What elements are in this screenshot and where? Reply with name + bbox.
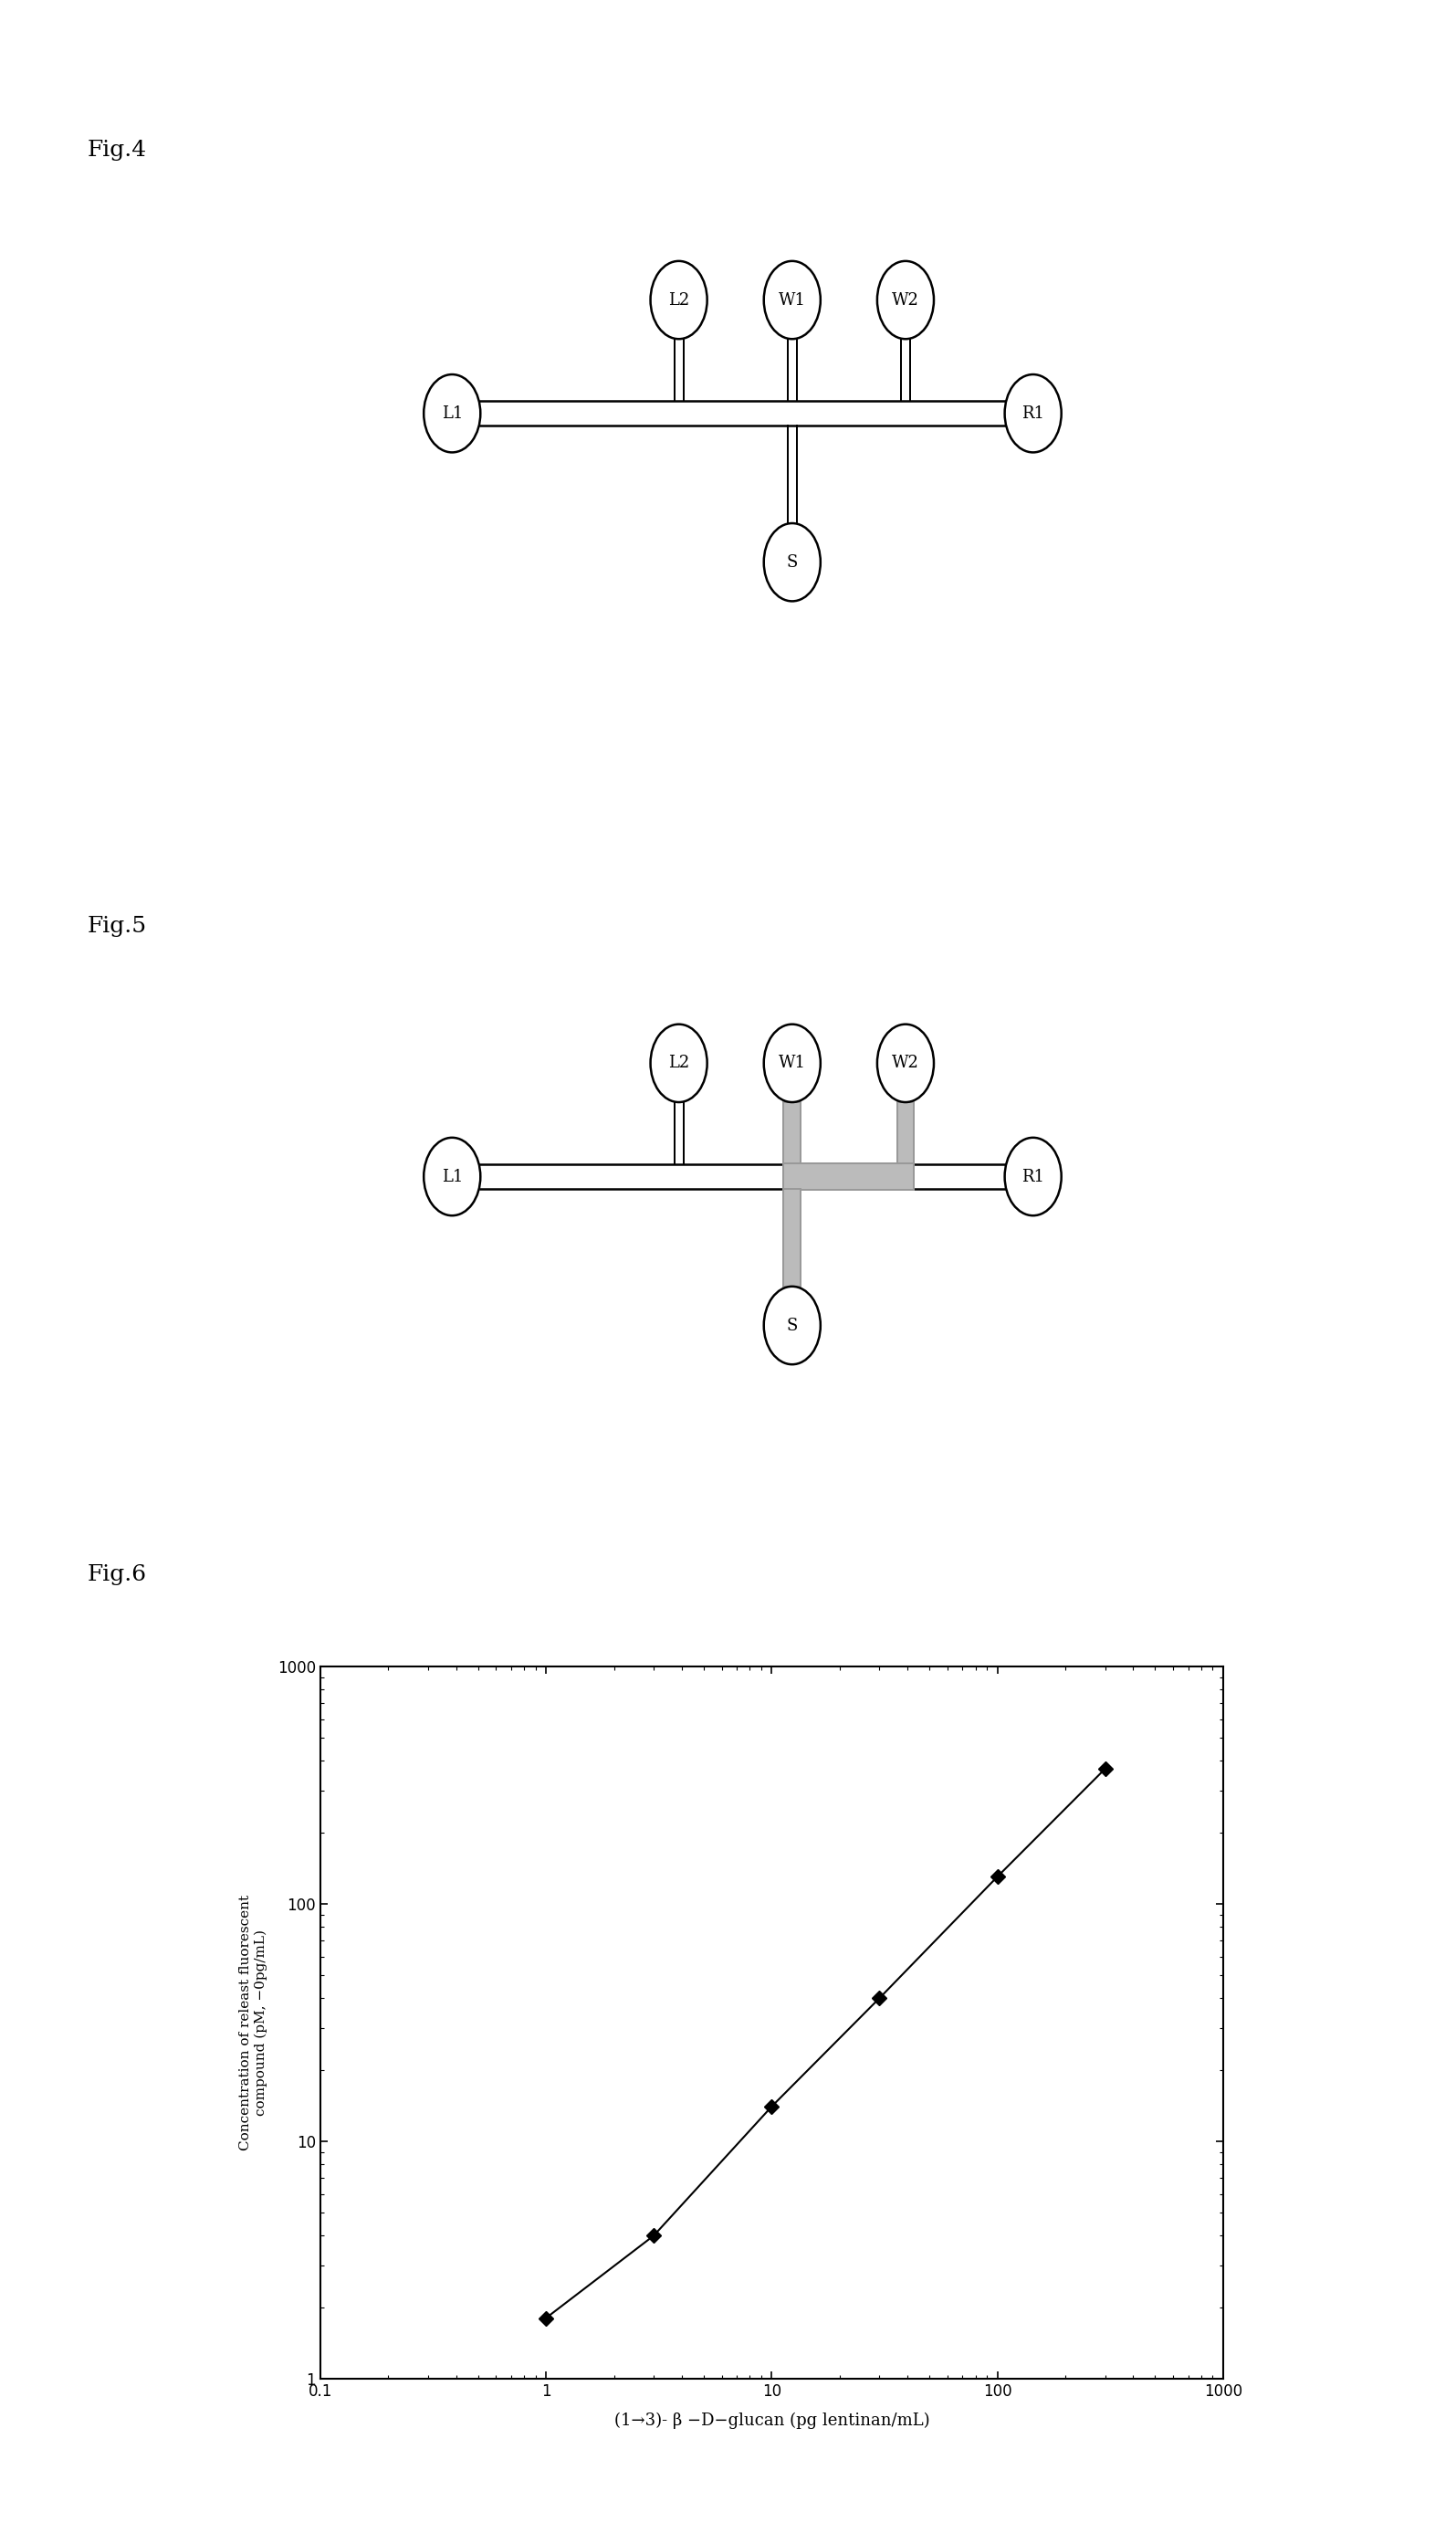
Ellipse shape bbox=[764, 1287, 821, 1364]
Text: Fig.6: Fig.6 bbox=[87, 1565, 147, 1585]
Y-axis label: Concentration of releast fluorescent
compound (pM, −0pg/mL): Concentration of releast fluorescent com… bbox=[239, 1895, 268, 2150]
Ellipse shape bbox=[764, 262, 821, 338]
Text: W2: W2 bbox=[893, 1056, 919, 1071]
Bar bbox=[897, 1102, 914, 1165]
Text: S: S bbox=[786, 555, 798, 570]
Ellipse shape bbox=[1005, 374, 1061, 453]
Text: Fig.5: Fig.5 bbox=[87, 916, 147, 936]
Text: S: S bbox=[786, 1318, 798, 1333]
Text: W1: W1 bbox=[779, 1056, 805, 1071]
Ellipse shape bbox=[651, 1025, 708, 1102]
Bar bbox=[783, 1163, 914, 1191]
Text: W2: W2 bbox=[893, 293, 919, 308]
Ellipse shape bbox=[877, 1025, 933, 1102]
Bar bbox=[783, 1188, 801, 1287]
Bar bbox=[783, 1102, 801, 1165]
Ellipse shape bbox=[651, 262, 708, 338]
Ellipse shape bbox=[877, 262, 933, 338]
Ellipse shape bbox=[1005, 1137, 1061, 1216]
Text: L1: L1 bbox=[441, 1168, 463, 1186]
X-axis label: (1→3)- β −D−glucan (pg lentinan/mL): (1→3)- β −D−glucan (pg lentinan/mL) bbox=[614, 2412, 929, 2430]
Text: R1: R1 bbox=[1022, 404, 1044, 422]
Ellipse shape bbox=[764, 524, 821, 600]
Text: L1: L1 bbox=[441, 404, 463, 422]
Text: L2: L2 bbox=[668, 293, 689, 308]
Text: R1: R1 bbox=[1022, 1168, 1044, 1186]
Text: L2: L2 bbox=[668, 1056, 689, 1071]
Text: W1: W1 bbox=[779, 293, 805, 308]
Ellipse shape bbox=[424, 374, 480, 453]
Text: Fig.4: Fig.4 bbox=[87, 140, 147, 160]
Ellipse shape bbox=[424, 1137, 480, 1216]
Ellipse shape bbox=[764, 1025, 821, 1102]
